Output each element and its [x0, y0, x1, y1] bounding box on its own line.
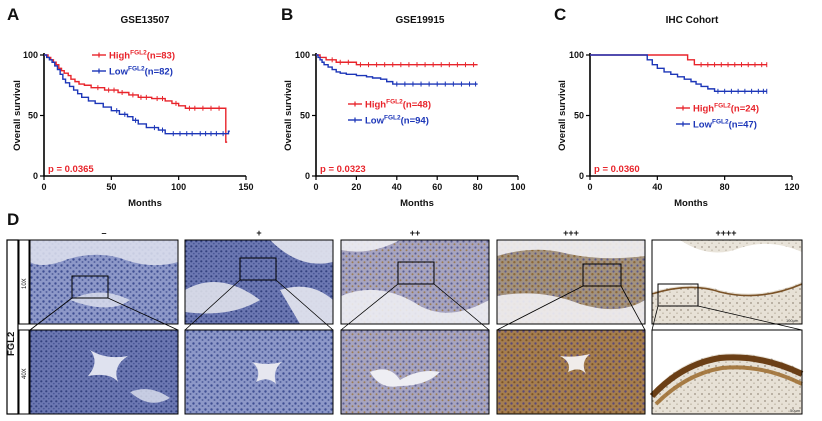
p-value: p = 0.0360 — [594, 164, 640, 175]
x-axis-label: Months — [400, 198, 434, 209]
panel-label-d: D — [7, 210, 19, 229]
km-curve-high — [316, 54, 478, 66]
km-curve-low — [590, 54, 767, 92]
x-tick-label: 80 — [720, 182, 730, 192]
mag-40x-label: 40X — [22, 368, 28, 379]
x-tick-label: 40 — [652, 182, 662, 192]
panel-label-c: C — [554, 5, 566, 24]
chart-title: GSE19915 — [396, 15, 445, 26]
x-tick-label: 100 — [171, 182, 186, 192]
ihc-image-neg-10x — [29, 239, 179, 325]
x-tick-label: 40 — [392, 182, 402, 192]
x-tick-label: 150 — [238, 182, 253, 192]
ihc-image-plus3-10x — [496, 239, 646, 325]
ihc-col-plus1: + — [256, 228, 261, 238]
y-tick-label: 100 — [23, 50, 38, 60]
axes — [589, 53, 792, 177]
legend-entry-high: HighFGL2(n=24) — [693, 103, 759, 115]
ihc-image-plus3-40x — [496, 329, 646, 415]
ihc-col-neg: – — [101, 228, 106, 238]
ihc-col-plus2: ++ — [410, 228, 421, 238]
x-tick-label: 60 — [432, 182, 442, 192]
y-tick-label: 0 — [579, 171, 584, 181]
ihc-col-plus4: ++++ — [715, 228, 736, 238]
ihc-image-plus4-10x: 100µm — [651, 239, 803, 325]
panel-label-b: B — [281, 5, 293, 24]
y-tick-label: 0 — [305, 171, 310, 181]
ihc-panel: FGL2 10X 40X – + ++ +++ ++++ — [6, 228, 804, 415]
x-axis-label: Months — [674, 198, 708, 209]
km-curve-high — [590, 54, 767, 66]
km-curve-low — [44, 54, 230, 135]
x-tick-label: 20 — [351, 182, 361, 192]
scale-bar-100um: 100µm — [786, 318, 799, 323]
x-tick-label: 0 — [587, 182, 592, 192]
ihc-image-plus1-40x — [184, 329, 334, 415]
fgl2-row-label: FGL2 — [6, 332, 17, 356]
mag-10x-label: 10X — [22, 278, 28, 289]
x-tick-label: 0 — [313, 182, 318, 192]
scale-bar-50um: 50µm — [790, 408, 801, 413]
zoom-guides — [29, 279, 803, 331]
p-value: p = 0.0365 — [48, 164, 94, 175]
legend-entry-low: LowFGL2(n=47) — [693, 119, 757, 131]
row-label-frame — [6, 239, 19, 415]
ihc-col-plus3: +++ — [563, 228, 579, 238]
panel-label-a: A — [7, 5, 19, 24]
legend-entry-high: HighFGL2(n=48) — [365, 99, 431, 111]
legend-entry-low: LowFGL2(n=82) — [109, 66, 173, 78]
km-curve-low — [316, 54, 478, 85]
ihc-image-plus1-10x — [184, 239, 334, 325]
ihc-image-neg-40x — [29, 329, 179, 415]
legend-entry-low: LowFGL2(n=94) — [365, 115, 429, 127]
x-tick-label: 0 — [41, 182, 46, 192]
y-tick-label: 0 — [33, 171, 38, 181]
y-tick-label: 50 — [574, 111, 584, 121]
x-tick-label: 100 — [510, 182, 525, 192]
chart-title: IHC Cohort — [666, 15, 719, 26]
y-axis-label: Overall survival — [283, 80, 294, 151]
ihc-image-plus4-40x: 50µm — [649, 329, 804, 415]
x-tick-label: 120 — [784, 182, 799, 192]
y-tick-label: 50 — [28, 111, 38, 121]
mag-10x-frame — [18, 239, 30, 325]
y-tick-label: 100 — [569, 50, 584, 60]
y-tick-label: 50 — [300, 111, 310, 121]
x-tick-label: 80 — [473, 182, 483, 192]
chart-gse13507: GSE13507 0 50 100 0 50 100 150 Months Overall sur… — [12, 15, 254, 209]
ihc-image-plus2-40x — [340, 329, 490, 415]
y-axis-label: Overall survival — [557, 80, 568, 151]
km-curve-high — [44, 54, 228, 143]
chart-gse19915: GSE19915 0 50 100 0 20 40 60 80 100 Months Overall … — [283, 15, 526, 209]
y-tick-label: 100 — [295, 50, 310, 60]
chart-ihc-cohort: IHC Cohort 0 50 100 0 40 80 120 Months Overall su… — [557, 15, 800, 209]
x-axis-label: Months — [128, 198, 162, 209]
mag-40x-frame — [18, 329, 30, 415]
x-tick-label: 50 — [106, 182, 116, 192]
chart-title: GSE13507 — [121, 15, 170, 26]
y-axis-label: Overall survival — [12, 80, 23, 151]
p-value: p = 0.0323 — [320, 164, 366, 175]
axes — [315, 53, 518, 177]
legend-entry-high: HighFGL2(n=83) — [109, 50, 175, 62]
